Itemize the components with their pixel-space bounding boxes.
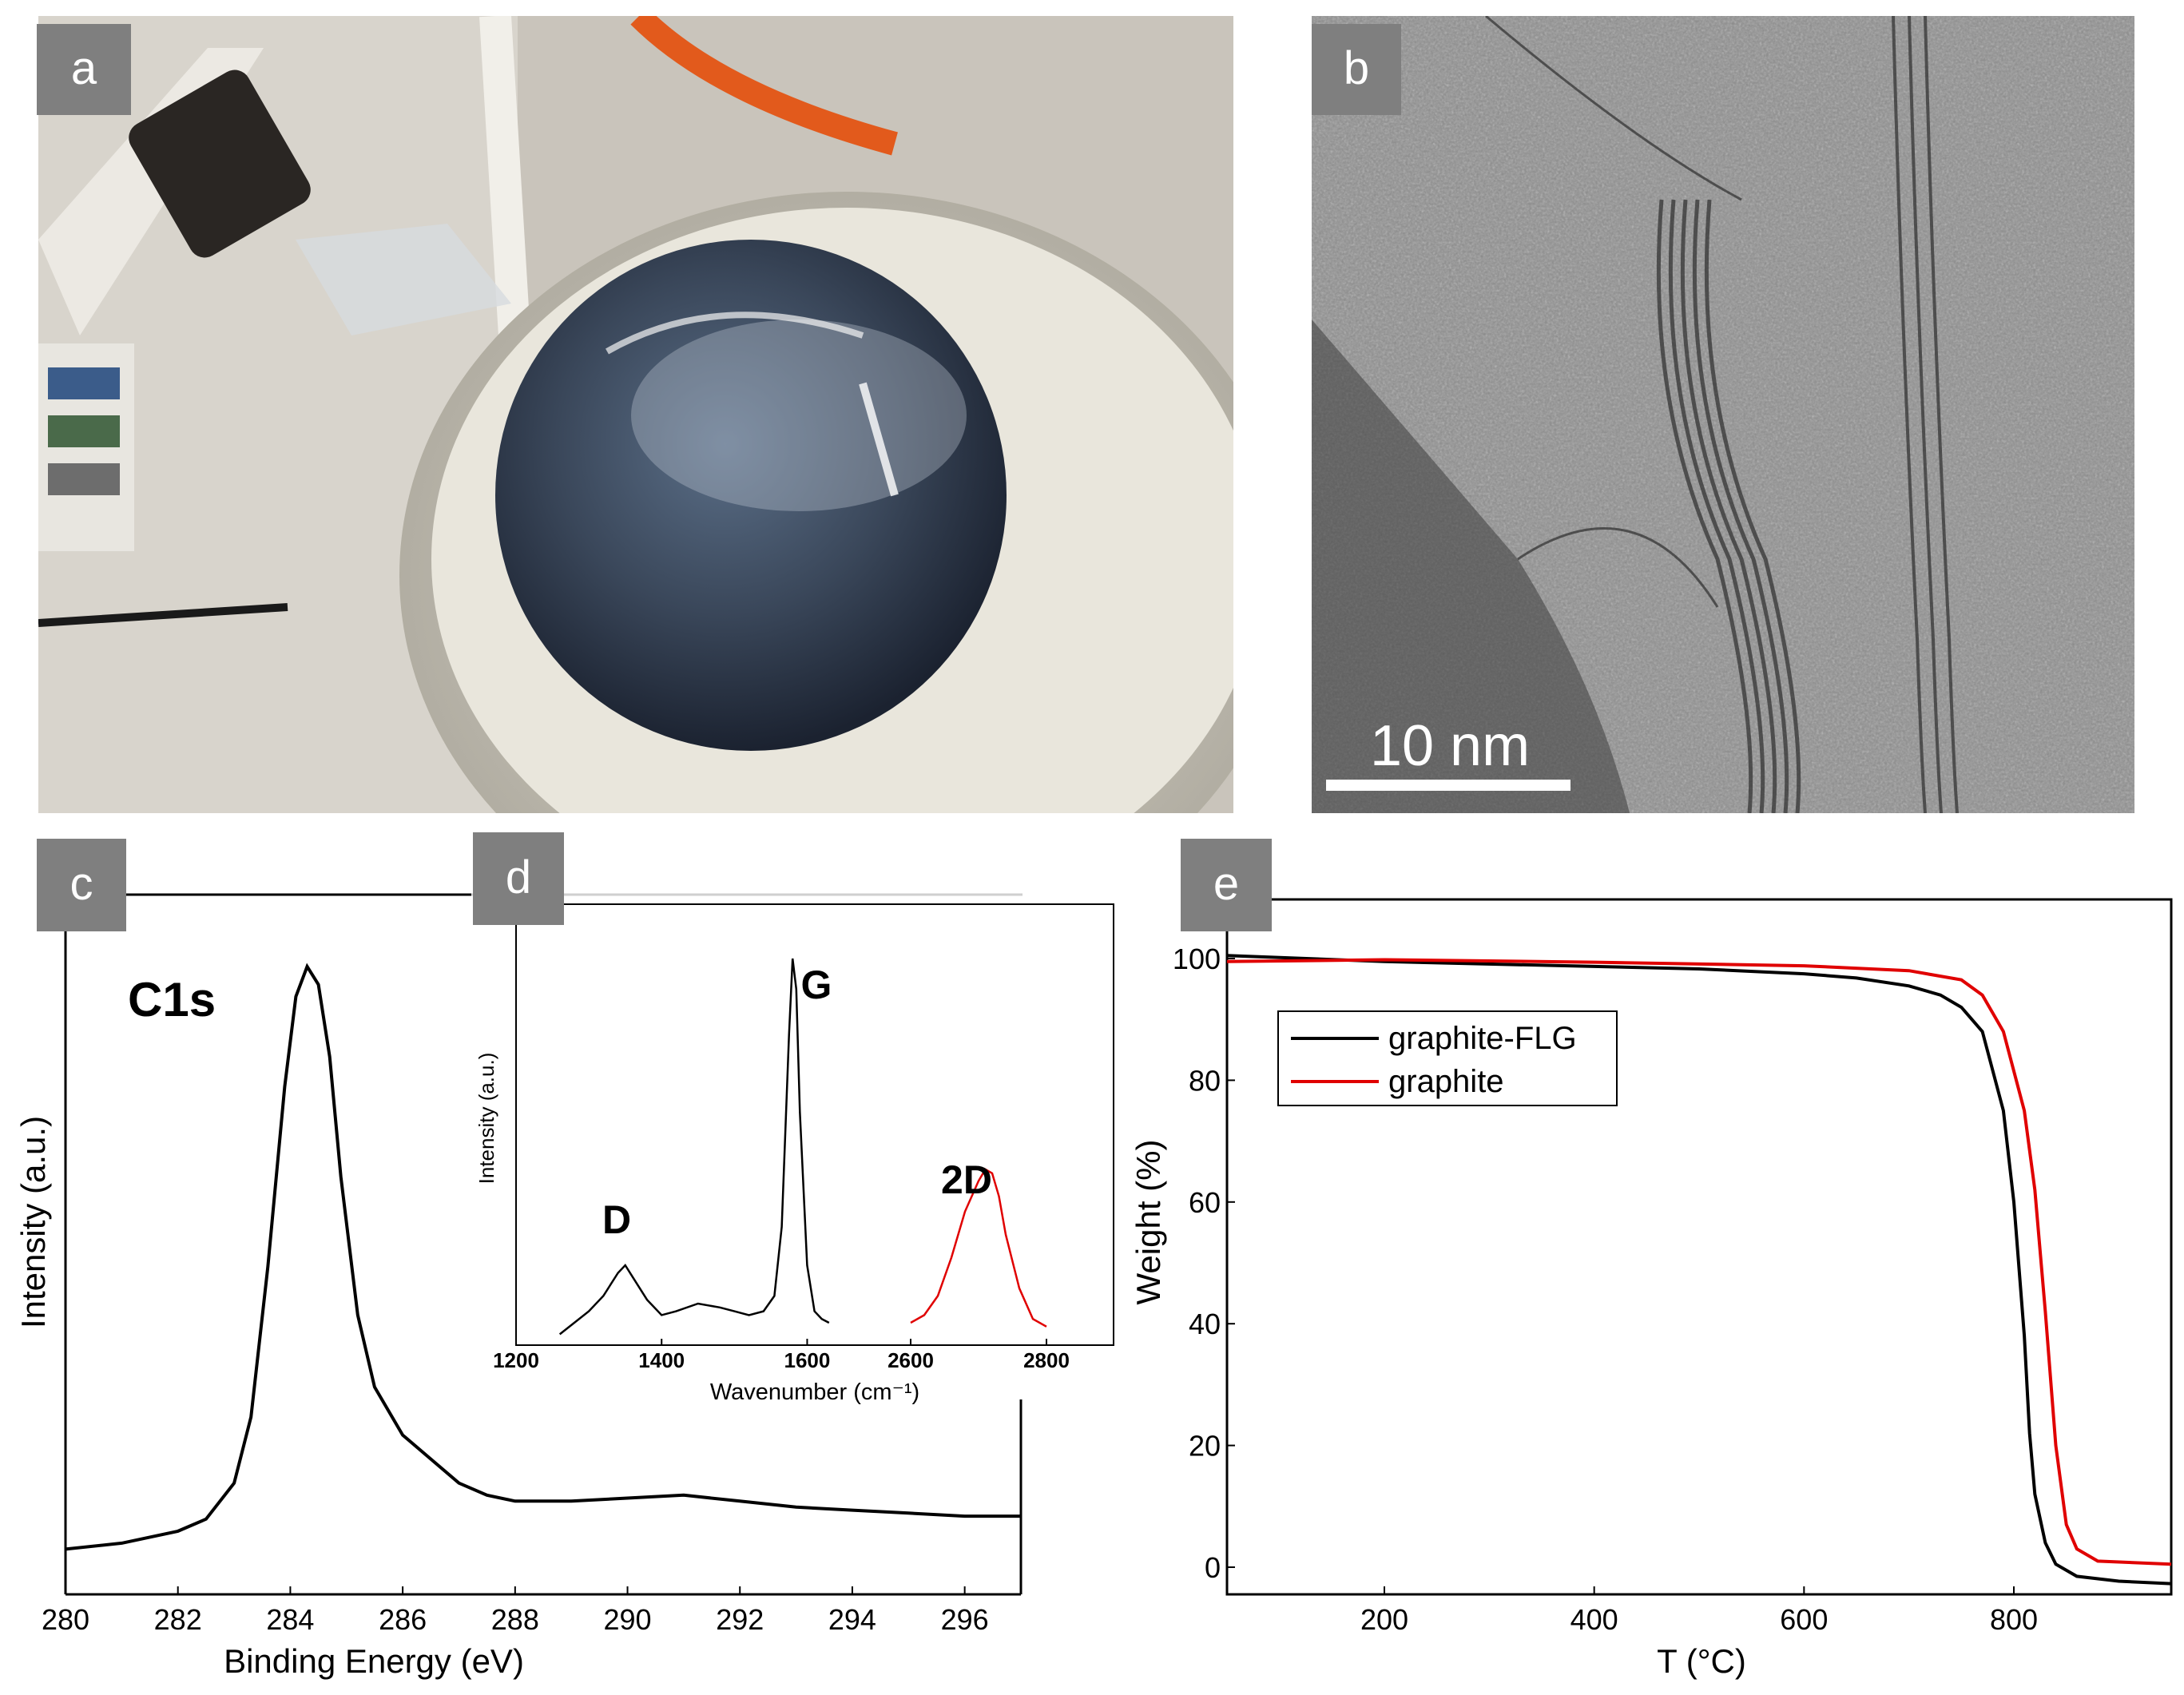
panel-e-ytick-label: 0 [1205,1551,1221,1584]
panel-e-ytick-label: 40 [1189,1308,1221,1340]
panel-d-ylabel: Intensity (a.u.) [475,1053,498,1185]
panel-c-xlabel: Binding Energy (eV) [224,1642,524,1680]
panel-e-xtick-label: 400 [1570,1603,1618,1636]
legend-label-graphite-flg: graphite-FLG [1388,1021,1577,1056]
scale-bar [1326,780,1570,791]
svg-text:a: a [71,42,97,94]
panel-d-annotation-d: D [602,1197,631,1242]
svg-text:d: d [506,851,531,903]
panel-d-inset [471,893,1114,1346]
panel-d-xlabel: Wavenumber (cm⁻¹) [710,1379,919,1405]
panel-d-xtick-label: 1400 [638,1348,685,1372]
panel-d-xtick-label: 1200 [493,1348,539,1372]
panel-c-xtick-label: 280 [42,1603,89,1636]
panel-c-xtick-label: 292 [716,1603,764,1636]
scale-bar-label: 10 nm [1370,714,1530,778]
panel-e-series-graphite-flg [1226,954,2172,1586]
panel-label-b: b [1312,24,1401,115]
panel-label-d: d [473,832,564,925]
panel-label-c: c [37,839,126,931]
panel-d-raman-2d-band [910,1168,1047,1328]
panel-d-raman-d-g-band [558,958,830,1336]
panel-d-annotation-2d: 2D [941,1157,992,1202]
panel-e-xtick-label: 600 [1780,1603,1828,1636]
panel-c-xtick-label: 286 [379,1603,427,1636]
panel-e-ytick-label: 20 [1189,1430,1221,1463]
panel-c-c1s-spectrum [65,963,1021,1551]
panel-c-xtick-label: 296 [941,1603,989,1636]
panel-e-series-graphite [1226,958,2172,1566]
svg-text:b: b [1344,42,1369,94]
svg-text:c: c [70,858,93,910]
panel-d-xtick-label: 2800 [1023,1348,1070,1372]
panel-b-tem-image: 10 nm [1312,16,2134,813]
panel-c-xtick-label: 282 [154,1603,202,1636]
panel-c-annotation-c1s: C1s [128,973,216,1026]
panel-e-xlabel: T (°C) [1657,1642,1746,1680]
panel-c-ticks: 280 282 284 286 288 290 292 294 296 [42,1586,989,1636]
panel-e-ytick-label: 80 [1189,1064,1221,1097]
panel-d-annotation-g: G [801,963,832,1007]
panel-c-xtick-label: 288 [491,1603,539,1636]
panel-e-ylabel: Weight (%) [1130,1140,1167,1305]
nanotube-fringes [1485,16,1959,813]
panel-d-xtick-label: 1600 [784,1348,831,1372]
legend-label-graphite: graphite [1388,1064,1504,1099]
panel-e-ticks: 200 400 600 800 0 20 40 60 80 100 [1173,943,2038,1636]
panel-c-ylabel: Intensity (a.u.) [14,1116,52,1328]
panel-label-a: a [37,24,131,115]
svg-text:e: e [1213,858,1239,910]
panel-e-legend: graphite-FLG graphite [1277,1010,1618,1106]
panel-d-ticks: 1200 1400 1600 2600 2800 [493,1339,1070,1372]
panel-c-xtick-label: 284 [266,1603,314,1636]
panel-d-xtick-label: 2600 [887,1348,934,1372]
panel-e-ytick-label: 100 [1173,943,1221,975]
panel-e-axes [1225,898,2173,1596]
panel-c-xtick-label: 294 [828,1603,876,1636]
panel-e-xtick-label: 200 [1360,1603,1408,1636]
panel-e-xtick-label: 800 [1990,1603,2038,1636]
panel-a-photo [38,16,1233,813]
panel-c-axes [64,893,1023,1596]
panel-label-e: e [1181,839,1272,931]
panel-e-ytick-label: 60 [1189,1186,1221,1219]
panel-c-xtick-label: 290 [603,1603,651,1636]
